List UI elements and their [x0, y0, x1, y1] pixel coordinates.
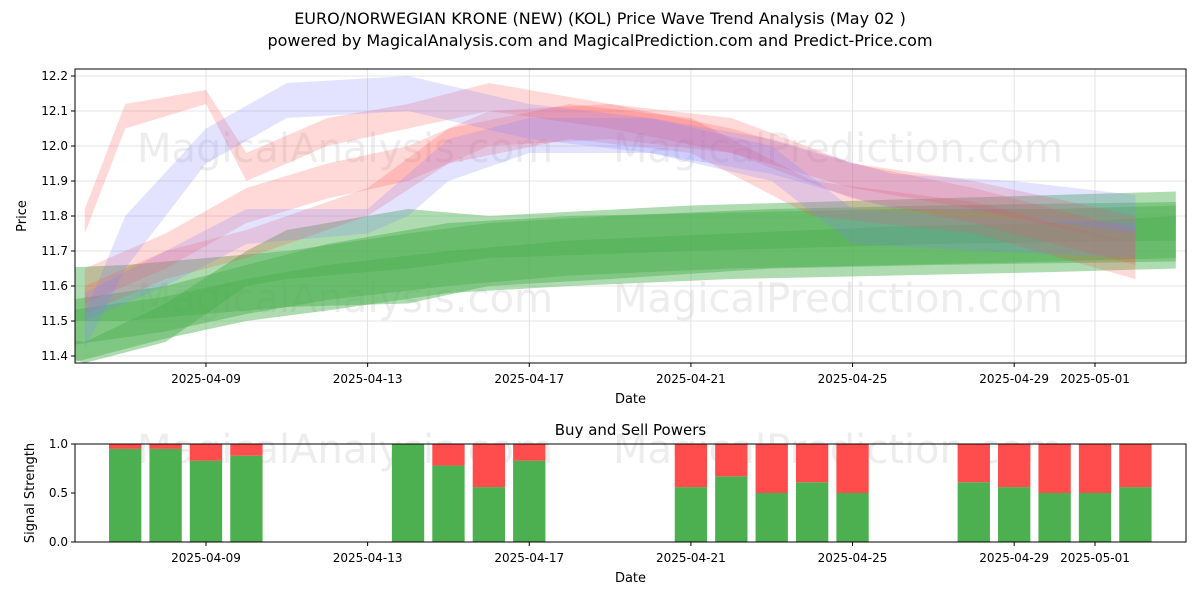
- x-axis-label: Date: [615, 571, 646, 586]
- sell-power-bar: [755, 444, 788, 493]
- sell-power-bar: [1038, 444, 1071, 493]
- green-price-band: [75, 191, 1176, 363]
- watermark-text: MagicalPrediction.com: [613, 126, 1063, 172]
- buy-power-bar: [957, 482, 990, 542]
- sell-power-bar: [189, 444, 223, 461]
- y-tick-label: 11.5: [41, 314, 68, 328]
- x-tick-label: 2025-04-17: [494, 372, 564, 386]
- buy-power-bar: [755, 493, 788, 542]
- x-tick-label: 2025-04-13: [333, 372, 403, 386]
- x-tick-label: 2025-04-21: [656, 372, 726, 386]
- chart-subtitle: powered by MagicalAnalysis.com and Magic…: [267, 31, 933, 50]
- x-tick-label: 2025-05-01: [1060, 372, 1130, 386]
- x-tick-label: 2025-04-25: [818, 551, 888, 565]
- red-price-band: [84, 83, 1136, 244]
- buy-power-bar: [795, 482, 829, 542]
- green-price-band: [75, 202, 1176, 321]
- y-tick-label: 0.5: [49, 486, 68, 500]
- buy-power-bar: [432, 465, 465, 542]
- green-price-band: [75, 205, 1176, 363]
- sell-power-bar: [715, 444, 748, 477]
- sell-power-bar: [230, 444, 263, 456]
- blue-price-band: [84, 118, 1136, 321]
- watermark-text: MagicalAnalysis.com: [137, 276, 553, 322]
- y-tick-label: 1.0: [49, 437, 68, 451]
- buy-power-bar: [998, 487, 1031, 542]
- green-price-band: [75, 216, 1176, 345]
- y-tick-label: 11.8: [41, 209, 68, 223]
- x-tick-label: 2025-04-09: [171, 551, 241, 565]
- y-tick-label: 0.0: [49, 535, 68, 549]
- buy-power-bar: [149, 448, 182, 542]
- buy-power-bar: [391, 444, 425, 542]
- buy-power-bar: [836, 493, 869, 542]
- y-tick-label: 11.9: [41, 174, 68, 188]
- buy-power-bar: [1038, 493, 1071, 542]
- sell-power-bar: [795, 444, 829, 483]
- buy-power-bar: [189, 460, 223, 542]
- sell-power-bar: [432, 444, 465, 466]
- y-tick-label: 12.1: [41, 104, 68, 118]
- x-tick-label: 2025-04-09: [171, 372, 241, 386]
- buy-power-bar: [109, 448, 142, 542]
- x-tick-label: 2025-04-21: [656, 551, 726, 565]
- watermark-text: MagicalPrediction.com: [613, 276, 1063, 322]
- y-tick-label: 11.6: [41, 279, 68, 293]
- red-price-band: [84, 104, 1136, 304]
- x-tick-label: 2025-05-01: [1060, 551, 1130, 565]
- sell-power-bar: [998, 444, 1031, 488]
- sell-power-bar: [472, 444, 506, 488]
- x-tick-label: 2025-04-17: [494, 551, 564, 565]
- x-tick-label: 2025-04-13: [333, 551, 403, 565]
- buy-power-bar: [472, 487, 506, 542]
- y-axis-label: Signal Strength: [23, 443, 38, 543]
- x-tick-label: 2025-04-25: [818, 372, 888, 386]
- buy-power-bar: [1119, 487, 1152, 542]
- sell-power-bar: [1119, 444, 1152, 488]
- sell-power-bar: [109, 444, 142, 449]
- sell-power-bar: [836, 444, 869, 493]
- buy-power-bar: [715, 476, 748, 542]
- y-tick-label: 12.0: [41, 139, 68, 153]
- bottom-chart-title: Buy and Sell Powers: [555, 421, 707, 439]
- sell-power-bar: [513, 444, 546, 461]
- x-tick-label: 2025-04-29: [979, 551, 1049, 565]
- y-tick-label: 11.4: [41, 349, 68, 363]
- y-tick-label: 11.7: [41, 244, 68, 258]
- red-price-band: [84, 104, 1136, 314]
- buy-power-bar: [513, 460, 546, 542]
- x-tick-label: 2025-04-29: [979, 372, 1049, 386]
- y-tick-label: 12.2: [41, 69, 68, 83]
- sell-power-bar: [149, 444, 182, 449]
- buy-power-bar: [674, 487, 708, 542]
- x-axis-label: Date: [615, 392, 646, 407]
- sell-power-bar: [957, 444, 990, 483]
- watermark-text: MagicalAnalysis.com: [137, 126, 553, 172]
- blue-price-band: [84, 76, 1136, 349]
- y-axis-label: Price: [15, 200, 30, 232]
- sell-power-bar: [1078, 444, 1112, 493]
- sell-power-bar: [674, 444, 708, 488]
- chart-title: EURO/NORWEGIAN KRONE (NEW) (KOL) Price W…: [294, 9, 906, 28]
- buy-power-bar: [230, 455, 263, 542]
- buy-power-bar: [1078, 493, 1112, 542]
- price-bands-group: [75, 76, 1176, 363]
